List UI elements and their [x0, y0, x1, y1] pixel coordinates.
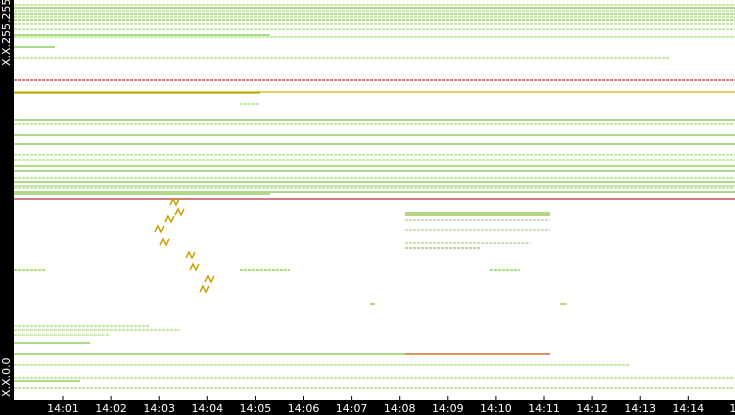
x-tick-label: 14:08 — [384, 402, 416, 415]
x-tick-label: 14:06 — [288, 402, 320, 415]
x-tick-label: 14:10 — [480, 402, 512, 415]
x-tick-label: 14:02 — [95, 402, 127, 415]
y-bottom-label: X.X.0.0 — [0, 357, 13, 397]
x-tick-label: 14:07 — [336, 402, 368, 415]
x-tick-label: 14 — [729, 402, 735, 415]
scan-burst — [154, 224, 165, 234]
y-top-label: X.X.255.255 — [0, 0, 13, 66]
scan-burst — [204, 274, 215, 284]
x-tick-label: 14:03 — [143, 402, 175, 415]
scan-burst — [164, 214, 175, 224]
x-tick-label: 14:12 — [576, 402, 608, 415]
scan-burst — [189, 262, 200, 272]
x-tick-label: 14:05 — [240, 402, 272, 415]
x-tick-label: 14:04 — [191, 402, 223, 415]
scan-burst — [199, 284, 210, 294]
x-tick-label: 14:11 — [528, 402, 560, 415]
scan-burst — [185, 250, 196, 260]
scan-burst — [169, 197, 180, 207]
scan-burst — [174, 207, 185, 217]
y-axis-strip — [0, 0, 14, 415]
traffic-lines — [14, 4, 735, 389]
x-tick-label: 14:13 — [624, 402, 656, 415]
x-axis-strip — [0, 400, 735, 415]
scan-burst — [159, 237, 170, 247]
x-tick-label: 14:09 — [432, 402, 464, 415]
x-tick-label: 14:01 — [47, 402, 79, 415]
x-tick-label: 14:14 — [672, 402, 704, 415]
